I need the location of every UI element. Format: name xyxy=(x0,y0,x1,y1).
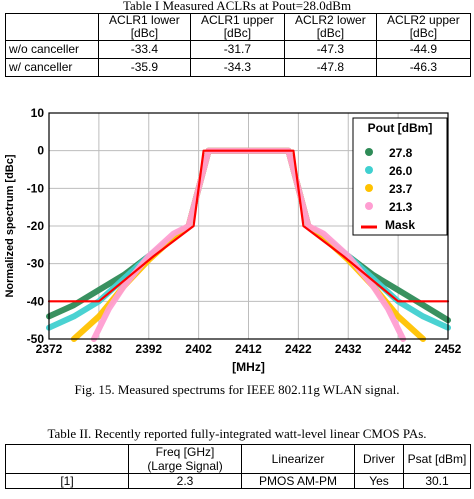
chart-legend: Pout [dBm] 27.8 26.0 23.7 21.3 Mask xyxy=(352,117,448,236)
row-label: w/o canceller xyxy=(5,40,99,59)
row-label: [1] xyxy=(5,473,129,489)
y-tick-label: 0 xyxy=(37,144,44,158)
table-cell: -35.9 xyxy=(98,58,191,77)
y-tick-label: -50 xyxy=(27,332,45,346)
chart-series-layer xyxy=(46,147,451,342)
x-tick-label: 2442 xyxy=(385,342,412,356)
table-cell: -44.9 xyxy=(375,40,472,59)
legend-marker xyxy=(365,166,373,174)
x-tick-label: 2432 xyxy=(335,342,362,356)
y-tick-label: -40 xyxy=(27,294,45,308)
table-cell: -46.3 xyxy=(375,58,472,77)
table-header-cell: ACLR1 upper [dBc] xyxy=(189,13,285,41)
x-tick-label: 2382 xyxy=(86,342,113,356)
table-header-cell xyxy=(5,444,129,474)
y-tick-label: -20 xyxy=(27,219,45,233)
legend-label: 21.3 xyxy=(389,200,413,214)
table-cell: -47.3 xyxy=(283,40,377,59)
table-header-row: ACLR1 lower [dBc] ACLR1 upper [dBc] ACLR… xyxy=(5,13,472,41)
table-cell: PMOS AM-PM xyxy=(241,473,355,489)
table-row: w/o canceller -33.4 -31.7 -47.3 -44.9 xyxy=(5,40,472,59)
y-tick-label: -10 xyxy=(27,181,45,195)
table-cell: Yes xyxy=(354,473,404,489)
legend-label: 23.7 xyxy=(389,182,413,196)
legend-box xyxy=(352,117,448,236)
table-cell: -34.3 xyxy=(189,58,285,77)
legend-marker xyxy=(365,148,373,156)
table1-caption: Table I Measured ACLRs at Pout=28.0dBm xyxy=(122,0,352,13)
table-cell: -47.8 xyxy=(283,58,377,77)
x-tick-label: 2372 xyxy=(36,342,63,356)
aclr-table: ACLR1 lower [dBc] ACLR1 upper [dBc] ACLR… xyxy=(5,13,472,77)
table-cell: 2.3 xyxy=(128,473,242,489)
table-row: [1] 2.3 PMOS AM-PM Yes 30.1 xyxy=(5,473,471,489)
row-label: w/ canceller xyxy=(5,58,99,77)
table-cell: -33.4 xyxy=(98,40,191,59)
table-header-cell: ACLR1 lower [dBc] xyxy=(98,13,191,41)
table-cell: -31.7 xyxy=(189,40,285,59)
plot-frame xyxy=(48,112,449,340)
y-tick-label: -30 xyxy=(27,257,45,271)
y-tick-label: 10 xyxy=(31,106,45,120)
x-tick-label: 2422 xyxy=(285,342,312,356)
legend-marker xyxy=(365,202,373,210)
table-header-cell: Driver xyxy=(354,444,404,474)
legend-items: 27.8 26.0 23.7 21.3 Mask xyxy=(361,146,415,232)
table-header-cell: Freq [GHz] (Large Signal) xyxy=(128,444,242,474)
y-axis-label: Normalized spectrum [dBc] xyxy=(4,154,16,297)
table-cell: 30.1 xyxy=(403,473,471,489)
table2-caption: Table II. Recently reported fully-integr… xyxy=(47,426,427,441)
figure-caption: Fig. 15. Measured spectrums for IEEE 802… xyxy=(74,382,400,397)
x-tick-label: 2452 xyxy=(435,342,462,356)
x-axis-label: [MHz] xyxy=(232,360,265,374)
legend-label: 26.0 xyxy=(389,164,413,178)
table-header-row: Freq [GHz] (Large Signal) Linearizer Dri… xyxy=(5,444,471,474)
mask-line xyxy=(47,149,450,303)
table-header-cell: Linearizer xyxy=(241,444,355,474)
table-header-cell: ACLR2 upper [dBc] xyxy=(375,13,472,41)
cmos-pa-table: Freq [GHz] (Large Signal) Linearizer Dri… xyxy=(5,444,471,489)
legend-label: Mask xyxy=(385,218,415,232)
x-tick-label: 2402 xyxy=(185,342,212,356)
table-header-cell: Psat [dBm] xyxy=(403,444,471,474)
x-tick-label: 2392 xyxy=(135,342,162,356)
table-header-cell: ACLR2 lower [dBc] xyxy=(283,13,377,41)
legend-title: Pout [dBm] xyxy=(368,121,433,135)
table-row: w/ canceller -35.9 -34.3 -47.8 -46.3 xyxy=(5,58,472,77)
table-header-cell xyxy=(5,13,99,41)
legend-marker xyxy=(365,184,373,192)
x-tick-label: 2412 xyxy=(235,342,262,356)
legend-label: 27.8 xyxy=(389,146,413,160)
